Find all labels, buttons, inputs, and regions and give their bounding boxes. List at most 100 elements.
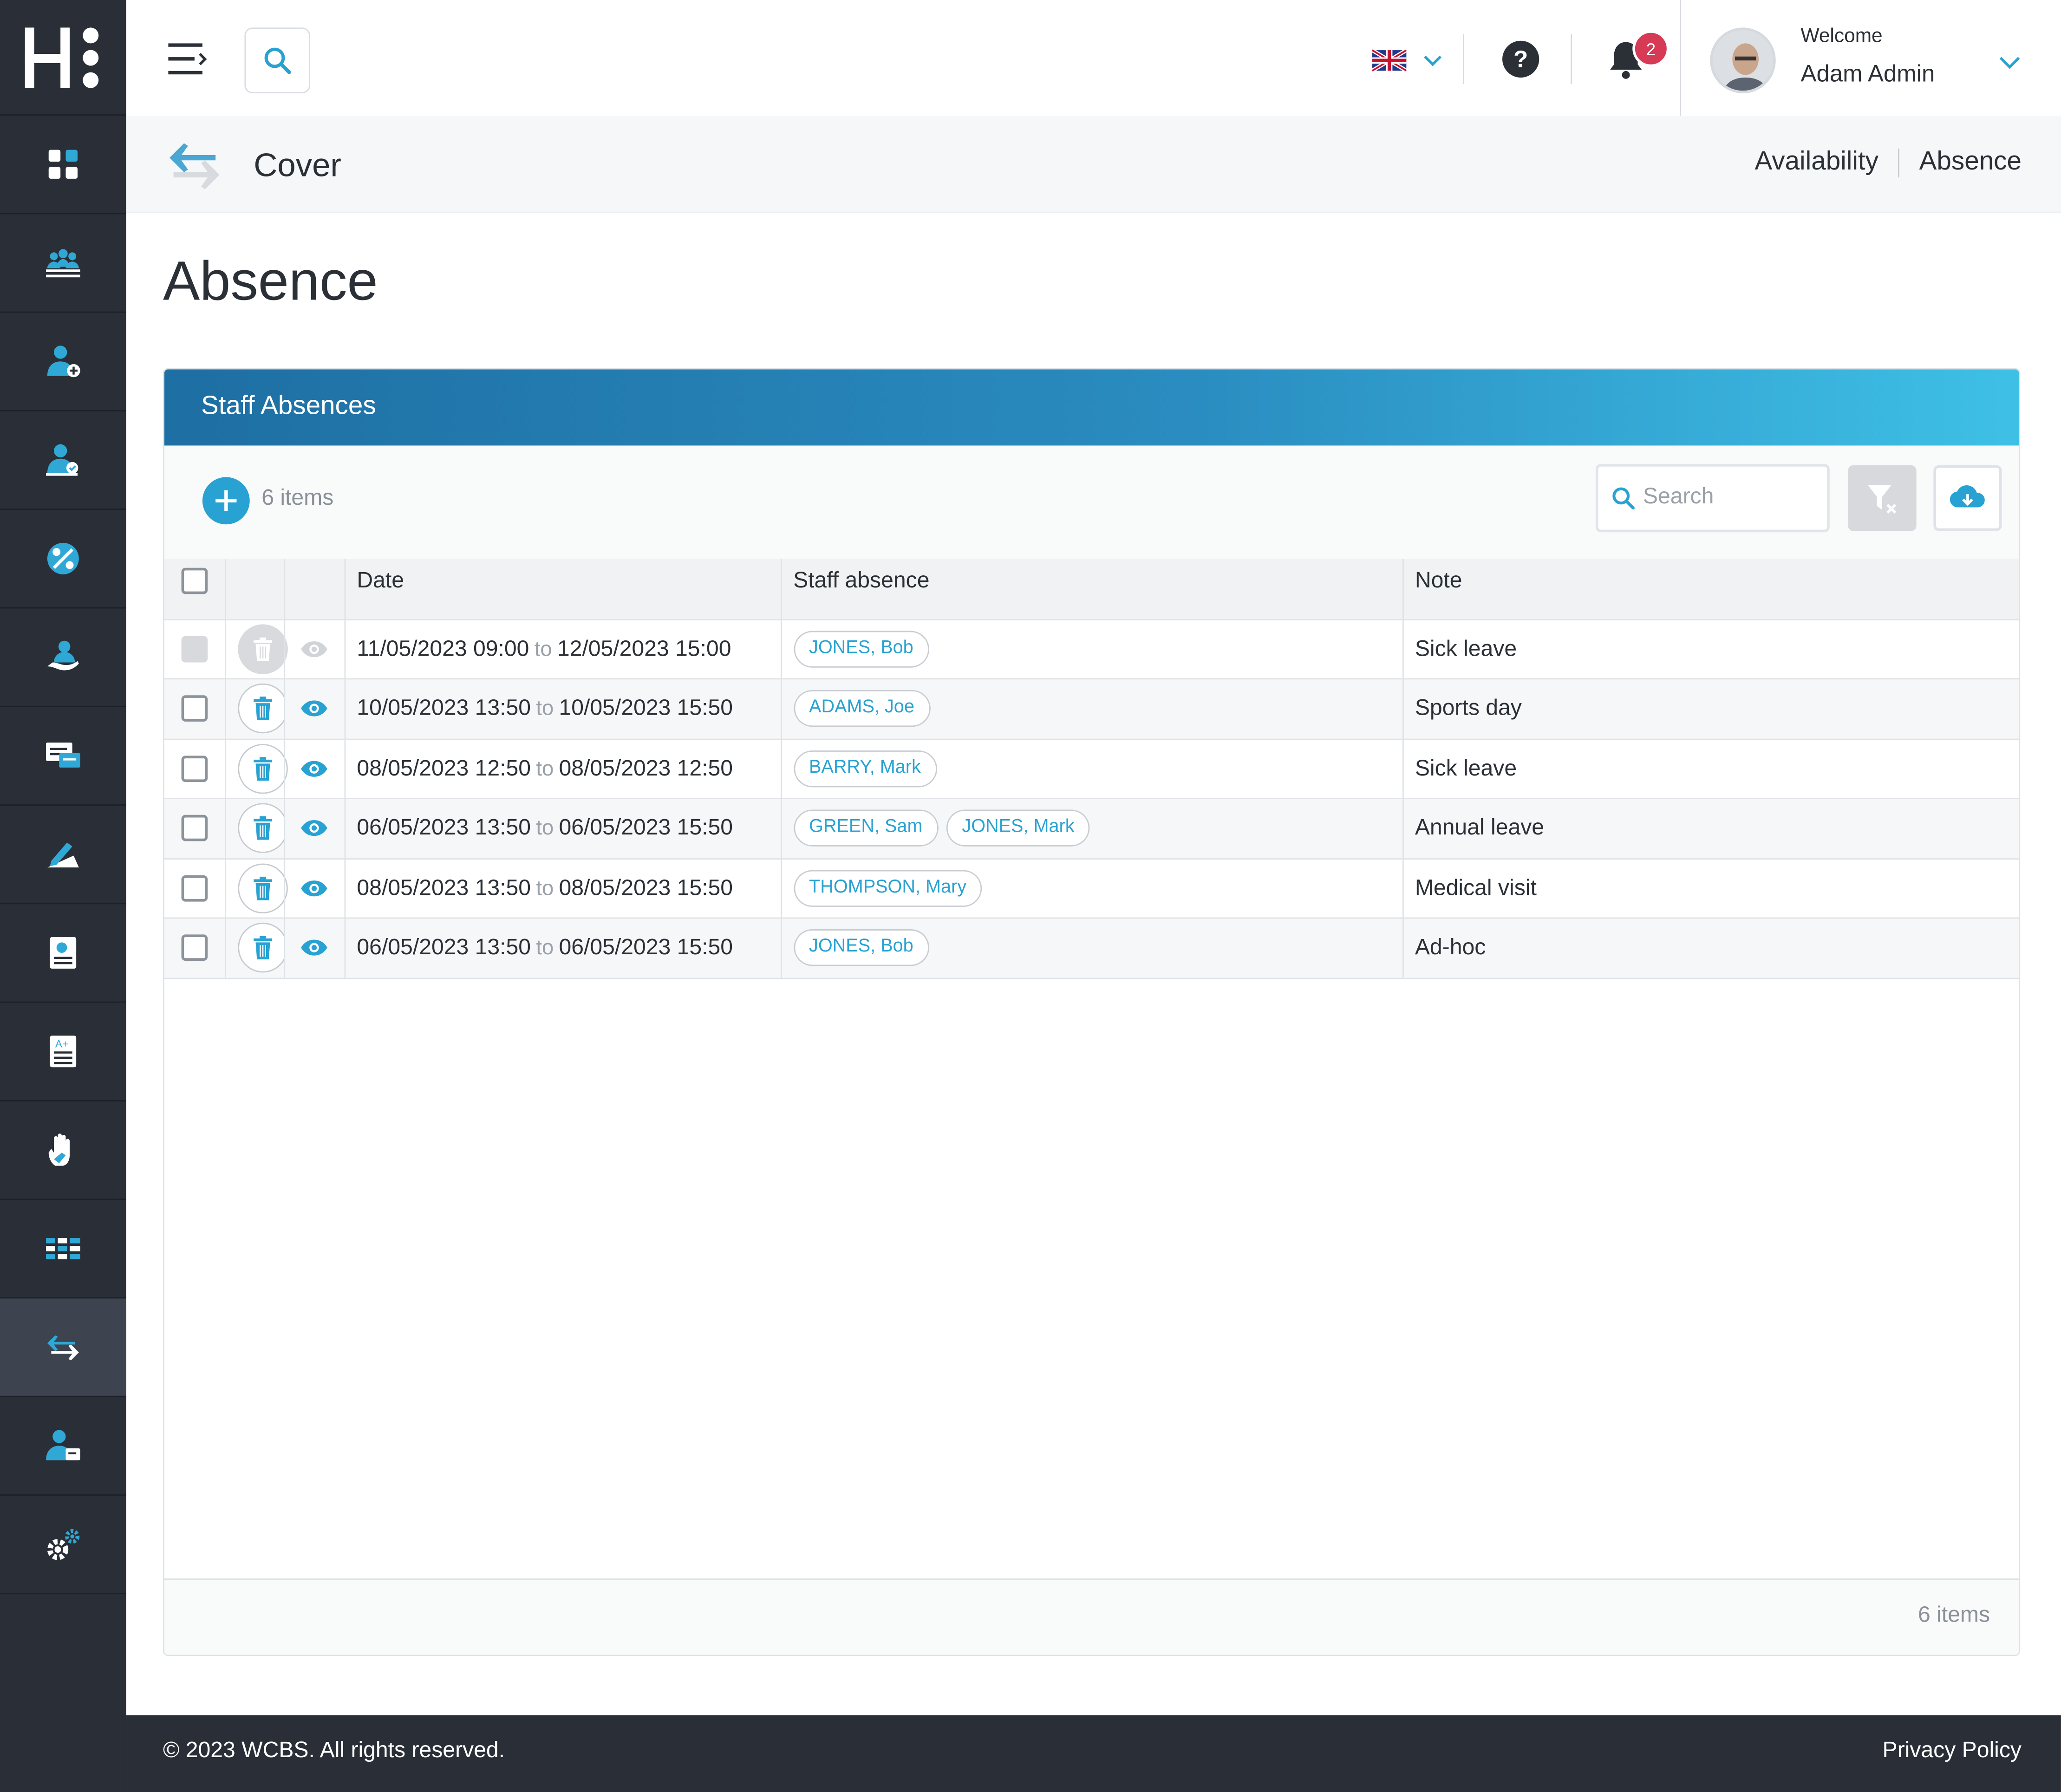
note-cell: Ad-hoc xyxy=(1402,918,2019,979)
sidebar-item-staff-add[interactable] xyxy=(0,313,126,411)
staff-tag[interactable]: JONES, Bob xyxy=(793,630,929,668)
sidebar-item-groups[interactable] xyxy=(0,214,126,313)
staff-absence-cell: THOMPSON, Mary xyxy=(781,858,1403,919)
divider xyxy=(1898,148,1900,177)
delete-button[interactable] xyxy=(237,803,287,854)
delete-button[interactable] xyxy=(237,923,287,973)
delete-button[interactable] xyxy=(237,743,287,794)
staff-tag[interactable]: JONES, Bob xyxy=(793,929,929,966)
row-checkbox[interactable] xyxy=(181,935,208,961)
plus-icon xyxy=(215,490,237,511)
date-from: 11/05/2023 09:00 xyxy=(357,636,529,661)
view-button[interactable] xyxy=(296,699,332,718)
privacy-policy-link[interactable]: Privacy Policy xyxy=(1882,1737,2022,1763)
sidebar-item-grades[interactable]: A+ xyxy=(0,1003,126,1101)
sidebar-item-report[interactable] xyxy=(0,904,126,1003)
trash-icon xyxy=(253,936,272,960)
sidebar-item-timetable[interactable] xyxy=(0,1200,126,1299)
sidebar-item-hand[interactable] xyxy=(0,1101,126,1200)
uk-flag-icon[interactable] xyxy=(1372,48,1407,72)
column-header-note[interactable]: Note xyxy=(1402,558,2019,620)
staff-check-icon xyxy=(46,444,78,476)
sidebar-item-writing[interactable] xyxy=(0,806,126,905)
clear-filter-button[interactable] xyxy=(1848,465,1917,531)
row-delete-cell xyxy=(224,678,287,740)
groups-icon xyxy=(46,249,80,278)
nav-link-availability[interactable]: Availability xyxy=(1754,147,1878,176)
search-icon xyxy=(1612,487,1635,510)
trash-icon xyxy=(253,697,272,721)
row-delete-cell xyxy=(224,798,287,859)
date-cell: 06/05/2023 13:50 to 06/05/2023 15:50 xyxy=(344,798,782,859)
sidebar-item-percent[interactable] xyxy=(0,510,126,609)
table-row[interactable]: 11/05/2023 09:00 to 12/05/2023 15:00 JONES… xyxy=(164,619,2019,680)
staff-tag[interactable]: GREEN, Sam xyxy=(793,810,939,847)
date-separator: to xyxy=(536,698,554,721)
trash-icon xyxy=(253,637,272,661)
staff-tag[interactable]: THOMPSON, Mary xyxy=(793,869,983,907)
note-cell: Sports day xyxy=(1402,678,2019,740)
export-button[interactable] xyxy=(1933,465,2002,531)
row-checkbox[interactable] xyxy=(181,815,208,842)
view-button[interactable] xyxy=(296,939,332,958)
header-cell-view xyxy=(284,558,345,620)
note-cell: Medical visit xyxy=(1402,858,2019,919)
row-checkbox xyxy=(181,636,208,662)
row-checkbox[interactable] xyxy=(181,875,208,901)
view-button[interactable] xyxy=(296,879,332,898)
sidebar-item-cover[interactable] xyxy=(0,1298,126,1397)
view-button[interactable] xyxy=(296,759,332,778)
user-name[interactable]: Adam Admin xyxy=(1800,60,1935,87)
eye-icon xyxy=(301,761,327,776)
note-cell: Sick leave xyxy=(1402,619,2019,680)
staff-tag[interactable]: JONES, Mark xyxy=(946,810,1090,847)
delete-button[interactable] xyxy=(237,863,287,913)
staff-tag[interactable]: BARRY, Mark xyxy=(793,750,937,787)
row-delete-cell xyxy=(224,619,287,680)
user-avatar[interactable] xyxy=(1710,27,1776,93)
date-separator: to xyxy=(536,877,554,900)
panel-title: Staff Absences xyxy=(164,369,2019,446)
row-checkbox[interactable] xyxy=(181,695,208,722)
view-button[interactable] xyxy=(296,819,332,838)
add-absence-button[interactable] xyxy=(202,477,250,525)
column-header-staff-absence[interactable]: Staff absence xyxy=(781,558,1403,620)
nav-link-absence[interactable]: Absence xyxy=(1919,147,2022,176)
language-chevron-down-icon[interactable] xyxy=(1422,52,1443,68)
sidebar-item-settings[interactable] xyxy=(0,1496,126,1595)
row-view-cell xyxy=(284,798,345,859)
sidebar-item-care[interactable] xyxy=(0,608,126,707)
table-row[interactable]: 06/05/2023 13:50 to 06/05/2023 15:50 JONES… xyxy=(164,918,2019,979)
row-checkbox[interactable] xyxy=(181,755,208,782)
module-title: Cover xyxy=(254,147,341,184)
row-select-cell xyxy=(164,678,226,740)
sidebar-item-staff-id[interactable] xyxy=(0,1397,126,1496)
sidebar-item-staff-check[interactable] xyxy=(0,411,126,510)
user-menu-chevron-down-icon[interactable] xyxy=(1998,54,2022,70)
search-input[interactable] xyxy=(1643,483,1814,510)
row-view-cell xyxy=(284,678,345,740)
delete-button[interactable] xyxy=(237,684,287,734)
note-cell: Sick leave xyxy=(1402,738,2019,799)
select-all-checkbox[interactable] xyxy=(181,567,208,594)
sidebar-item-messages[interactable] xyxy=(0,707,126,806)
table-row[interactable]: 08/05/2023 12:50 to 08/05/2023 12:50 BARRY… xyxy=(164,738,2019,799)
cloud-download-icon xyxy=(1950,485,1985,508)
column-header-date[interactable]: Date xyxy=(344,558,782,620)
eye-icon xyxy=(301,940,327,956)
staff-tag[interactable]: ADAMS, Joe xyxy=(793,690,930,727)
date-from: 10/05/2023 13:50 xyxy=(357,695,531,721)
sidebar-item-dashboard[interactable] xyxy=(0,116,126,215)
row-select-cell xyxy=(164,858,226,919)
table-row[interactable]: 10/05/2023 13:50 to 10/05/2023 15:50 ADAMS… xyxy=(164,678,2019,740)
table-row[interactable]: 06/05/2023 13:50 to 06/05/2023 15:50 GREEN… xyxy=(164,798,2019,859)
menu-toggle-icon[interactable] xyxy=(168,41,208,78)
items-count: 6 items xyxy=(261,485,334,510)
staff-absence-cell: JONES, Bob xyxy=(781,918,1403,979)
trash-icon xyxy=(253,876,272,900)
table-row[interactable]: 08/05/2023 13:50 to 08/05/2023 15:50 THOMP… xyxy=(164,858,2019,919)
help-icon[interactable]: ? xyxy=(1501,39,1540,79)
app-logo[interactable] xyxy=(0,0,126,116)
page-footer: © 2023 WCBS. All rights reserved. Privac… xyxy=(126,1715,2061,1792)
global-search-button[interactable] xyxy=(244,27,310,93)
